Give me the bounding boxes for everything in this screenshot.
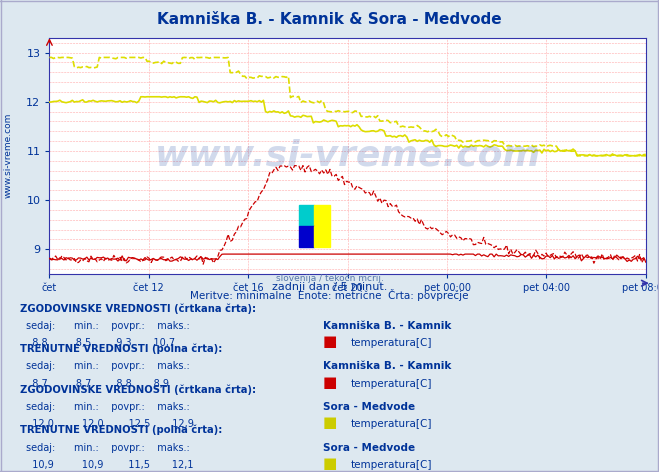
Text: 8,8         8,5        9,3       10,7: 8,8 8,5 9,3 10,7: [26, 338, 175, 348]
Text: Meritve: minimalne  Enote: metrične  Črta: povprečje: Meritve: minimalne Enote: metrične Črta:…: [190, 289, 469, 301]
Text: sedaj:      min.:    povpr.:    maks.:: sedaj: min.: povpr.: maks.:: [26, 362, 190, 371]
Text: 8,7         8,7        8,8       8,9: 8,7 8,7 8,8 8,9: [26, 379, 169, 388]
Text: Kamniška B. - Kamnik: Kamniška B. - Kamnik: [323, 321, 451, 331]
Text: ZGODOVINSKE VREDNOSTI (črtkana črta):: ZGODOVINSKE VREDNOSTI (črtkana črta):: [20, 384, 256, 395]
Text: temperatura[C]: temperatura[C]: [351, 419, 432, 429]
Text: sedaj:      min.:    povpr.:    maks.:: sedaj: min.: povpr.: maks.:: [26, 402, 190, 412]
Text: sedaj:      min.:    povpr.:    maks.:: sedaj: min.: povpr.: maks.:: [26, 443, 190, 453]
Text: Sora - Medvode: Sora - Medvode: [323, 402, 415, 412]
Bar: [299, 226, 314, 247]
Text: slovenija / tekočn mcrij.: slovenija / tekočn mcrij.: [275, 274, 384, 283]
Text: ■: ■: [323, 456, 337, 471]
Text: Kamniška B. - Kamnik & Sora - Medvode: Kamniška B. - Kamnik & Sora - Medvode: [158, 12, 501, 27]
Text: temperatura[C]: temperatura[C]: [351, 379, 432, 388]
Text: www.si-vreme.com: www.si-vreme.com: [155, 139, 540, 173]
Text: ZGODOVINSKE VREDNOSTI (črtkana črta):: ZGODOVINSKE VREDNOSTI (črtkana črta):: [20, 303, 256, 313]
Text: ■: ■: [323, 375, 337, 389]
Text: ■: ■: [323, 415, 337, 430]
Text: Kamniška B. - Kamnik: Kamniška B. - Kamnik: [323, 362, 451, 371]
Text: TRENUTNE VREDNOSTI (polna črta):: TRENUTNE VREDNOSTI (polna črta):: [20, 425, 222, 435]
Bar: [299, 205, 314, 226]
Text: TRENUTNE VREDNOSTI (polna črta):: TRENUTNE VREDNOSTI (polna črta):: [20, 344, 222, 354]
Bar: [314, 205, 330, 226]
Text: Sora - Medvode: Sora - Medvode: [323, 443, 415, 453]
Text: www.si-vreme.com: www.si-vreme.com: [3, 113, 13, 198]
Text: 12,0         12,0        12,5       12,9: 12,0 12,0 12,5 12,9: [26, 419, 194, 429]
Text: sedaj:      min.:    povpr.:    maks.:: sedaj: min.: povpr.: maks.:: [26, 321, 190, 331]
Text: zadnji dan / 5 minut.: zadnji dan / 5 minut.: [272, 282, 387, 292]
Text: temperatura[C]: temperatura[C]: [351, 460, 432, 470]
Bar: [314, 226, 330, 247]
Text: temperatura[C]: temperatura[C]: [351, 338, 432, 348]
Text: ■: ■: [323, 334, 337, 349]
Text: 10,9         10,9        11,5       12,1: 10,9 10,9 11,5 12,1: [26, 460, 194, 470]
